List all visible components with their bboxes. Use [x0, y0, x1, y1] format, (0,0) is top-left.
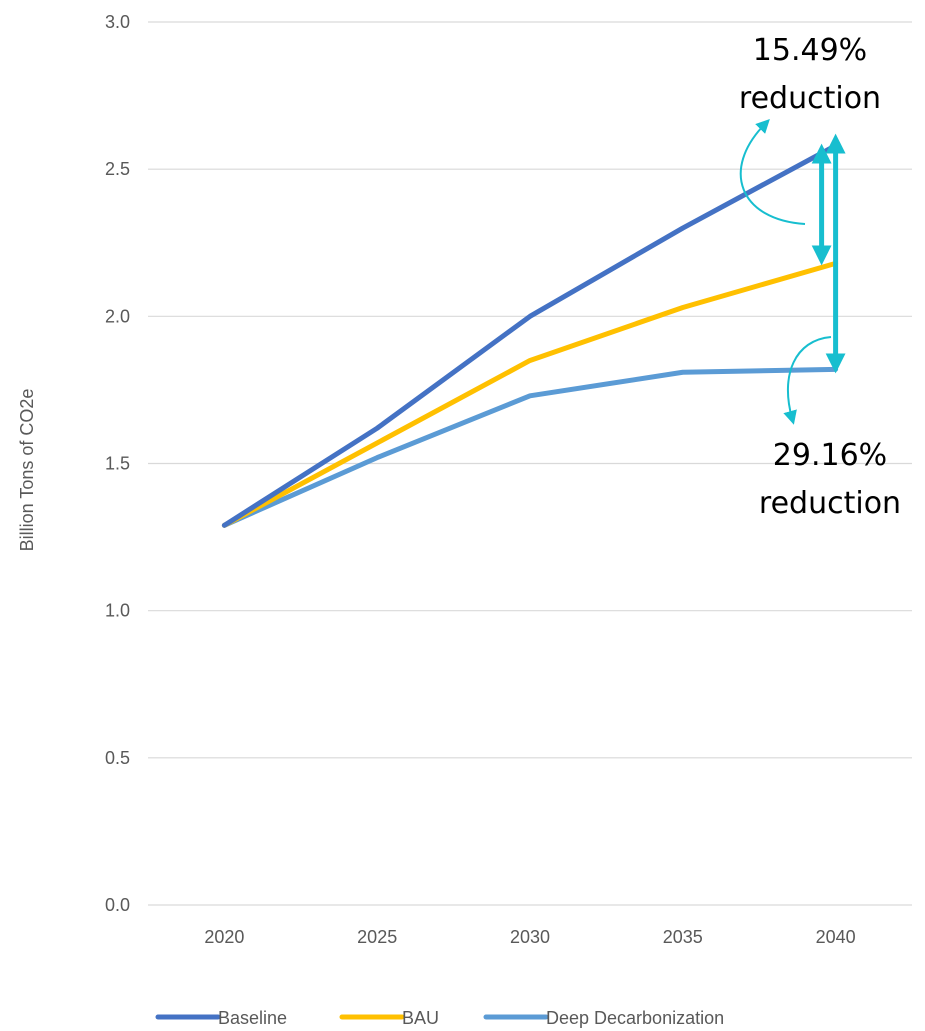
series-line-deep-decarbonization	[221, 366, 839, 528]
series-line-bau	[221, 260, 839, 528]
y-tick-label: 2.5	[105, 159, 130, 179]
legend-label: Deep Decarbonization	[546, 1008, 724, 1028]
y-tick-label: 0.0	[105, 895, 130, 915]
annotation-reduction-text: reduction	[759, 486, 901, 521]
y-tick-label: 1.0	[105, 601, 130, 621]
x-tick-labels: 2020 2025 2030 2035 2040	[204, 927, 855, 947]
annotation-percent: 15.49%	[753, 33, 867, 68]
annotation-percent: 29.16%	[773, 438, 887, 473]
annotation-reduction-text: reduction	[739, 81, 881, 116]
pointer-arrow-bottom	[783, 336, 832, 425]
y-tick-label: 2.0	[105, 306, 130, 326]
y-tick-label: 3.0	[105, 12, 130, 32]
x-tick-label: 2020	[204, 927, 244, 947]
y-tick-labels: 0.0 0.5 1.0 1.5 2.0 2.5 3.0	[105, 12, 130, 915]
annotations: 15.49% reduction 29.16% reduction	[739, 33, 901, 521]
x-tick-label: 2040	[816, 927, 856, 947]
legend-label: BAU	[402, 1008, 439, 1028]
y-tick-label: 0.5	[105, 748, 130, 768]
x-tick-label: 2025	[357, 927, 397, 947]
y-tick-label: 1.5	[105, 454, 130, 474]
series-lines	[221, 143, 839, 528]
legend: Baseline BAU Deep Decarbonization	[155, 1008, 724, 1028]
y-axis-title: Billion Tons of CO2e	[17, 389, 37, 552]
x-tick-label: 2035	[663, 927, 703, 947]
pointer-arrow-top	[739, 118, 806, 225]
legend-label: Baseline	[218, 1008, 287, 1028]
x-tick-label: 2030	[510, 927, 550, 947]
series-line-baseline	[221, 143, 839, 528]
